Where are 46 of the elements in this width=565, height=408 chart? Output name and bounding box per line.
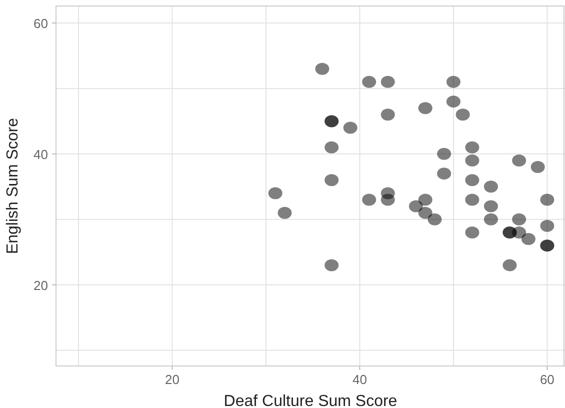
point — [484, 200, 498, 212]
point — [530, 161, 545, 174]
point — [315, 62, 330, 75]
y-tick-label: 60 — [34, 16, 48, 32]
point — [268, 187, 282, 200]
point — [512, 154, 526, 166]
x-tick-label: 60 — [540, 372, 554, 387]
point — [446, 76, 460, 88]
point — [465, 194, 480, 206]
point — [512, 213, 526, 226]
point — [418, 102, 432, 114]
y-tick-label: 40 — [34, 146, 48, 162]
point — [324, 141, 339, 154]
point — [362, 194, 376, 206]
point — [437, 148, 452, 160]
point — [465, 141, 480, 154]
x-tick-label: 20 — [165, 372, 180, 387]
point — [512, 226, 526, 238]
point — [456, 108, 470, 121]
x-tick-label: 40 — [352, 372, 367, 387]
point — [428, 213, 442, 226]
point — [521, 233, 536, 246]
point — [380, 108, 395, 121]
point — [343, 122, 358, 134]
point — [465, 154, 480, 166]
point — [484, 180, 498, 193]
point — [502, 259, 517, 272]
y-axis-title: English Sum Score — [4, 118, 22, 254]
point — [408, 200, 423, 212]
point — [446, 96, 460, 108]
point — [324, 259, 339, 272]
point — [540, 194, 554, 206]
point — [437, 168, 452, 180]
point — [278, 206, 292, 219]
point — [380, 194, 395, 206]
point — [465, 174, 480, 186]
point — [465, 226, 480, 238]
point — [540, 220, 554, 232]
y-tick-label: 20 — [34, 278, 48, 293]
point — [418, 194, 432, 206]
point — [362, 76, 376, 88]
point — [324, 174, 339, 186]
point — [380, 76, 395, 88]
x-axis-title: Deaf Culture Sum Score — [224, 393, 398, 408]
point — [484, 213, 498, 226]
point — [418, 206, 432, 219]
